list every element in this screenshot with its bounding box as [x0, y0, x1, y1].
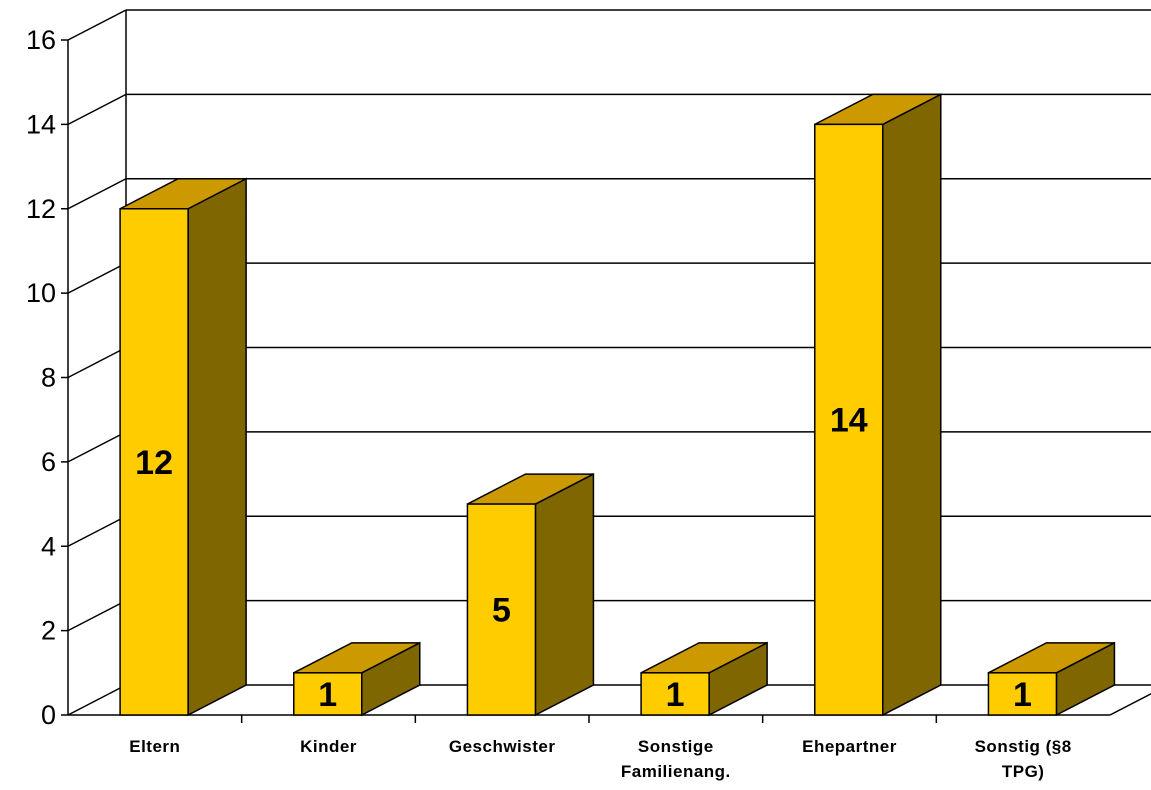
data-label: 12	[135, 444, 173, 482]
category-label: Kinder	[300, 737, 357, 756]
y-tick-label: 10	[26, 278, 56, 308]
data-label: 5	[492, 592, 511, 630]
data-label: 1	[1013, 676, 1032, 714]
side-gridline	[67, 684, 127, 716]
bar-front	[466, 503, 537, 716]
bar-side	[534, 472, 595, 717]
labels: 0 2 4 6 8 10 12 14 16 12 Eltern 1 Kinder 5 Geschwister…	[26, 25, 1072, 781]
y-tick-label: 2	[41, 616, 56, 646]
y-tick-label: 12	[26, 194, 56, 224]
bar-front	[814, 123, 884, 716]
bar-front	[640, 672, 710, 716]
y-tick-label: 14	[26, 109, 56, 139]
data-label: 14	[830, 402, 868, 440]
data-label: 1	[666, 676, 685, 714]
y-tick-label: 8	[41, 363, 56, 393]
bar-side	[882, 93, 942, 717]
category-label: Eltern	[129, 737, 180, 756]
category-label: Ehepartner	[802, 737, 897, 756]
chart-walls	[125, 10, 1151, 716]
bars	[119, 93, 1116, 717]
bar-side	[187, 177, 247, 717]
bar	[466, 472, 595, 717]
side-gridline	[67, 93, 127, 126]
bar	[293, 641, 421, 717]
bar	[640, 641, 768, 717]
bar-front	[293, 672, 363, 716]
floor-right-edge	[1109, 692, 1151, 716]
side-gridline	[67, 346, 127, 379]
side-gridline	[67, 599, 127, 632]
data-label: 1	[318, 676, 337, 714]
y-tick-label: 16	[26, 25, 56, 55]
side-gridline	[67, 9, 127, 41]
bar	[119, 177, 247, 717]
side-gridline	[67, 178, 127, 210]
bar-front	[987, 672, 1058, 716]
category-label: Sonstige Familienang.	[621, 737, 731, 781]
side-gridline	[67, 515, 127, 547]
side-gridline	[67, 431, 127, 463]
axes	[61, 39, 1110, 723]
bar	[814, 93, 942, 717]
side-gridline	[67, 262, 127, 294]
y-tick-label: 4	[41, 531, 56, 561]
category-label: Sonstig (§8 TPG)	[975, 737, 1072, 781]
y-tick-label: 6	[41, 447, 56, 477]
gridlines	[67, 9, 1151, 716]
y-tick-label: 0	[41, 700, 56, 730]
bar	[987, 641, 1116, 717]
bar-front	[119, 208, 189, 716]
category-label: Geschwister	[449, 737, 556, 756]
